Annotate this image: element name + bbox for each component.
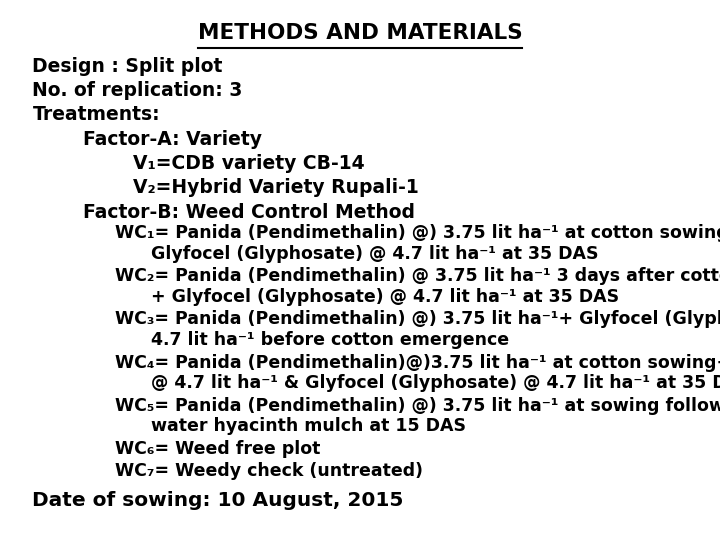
Text: No. of replication: 3: No. of replication: 3 (32, 81, 243, 100)
Text: WC₃= Panida (Pendimethalin) @) 3.75 lit ha⁻¹+ Glyfocel (Glyphosate) @: WC₃= Panida (Pendimethalin) @) 3.75 lit … (115, 310, 720, 328)
Text: + Glyfocel (Glyphosate) @ 4.7 lit ha⁻¹ at 35 DAS: + Glyfocel (Glyphosate) @ 4.7 lit ha⁻¹ a… (151, 288, 619, 306)
Text: WC₄= Panida (Pendimethalin)@)3.75 lit ha⁻¹ at cotton sowing+ Paraquat: WC₄= Panida (Pendimethalin)@)3.75 lit ha… (115, 354, 720, 372)
Text: 4.7 lit ha⁻¹ before cotton emergence: 4.7 lit ha⁻¹ before cotton emergence (151, 331, 509, 349)
Text: Factor-A: Variety: Factor-A: Variety (83, 130, 262, 148)
Text: V₂=Hybrid Variety Rupali-1: V₂=Hybrid Variety Rupali-1 (133, 178, 419, 197)
Text: WC₂= Panida (Pendimethalin) @ 3.75 lit ha⁻¹ 3 days after cotton sowing: WC₂= Panida (Pendimethalin) @ 3.75 lit h… (115, 267, 720, 285)
Text: Factor-B: Weed Control Method: Factor-B: Weed Control Method (83, 202, 415, 221)
Text: water hyacinth mulch at 15 DAS: water hyacinth mulch at 15 DAS (151, 417, 467, 435)
Text: Design : Split plot: Design : Split plot (32, 57, 222, 76)
Text: WC₇= Weedy check (untreated): WC₇= Weedy check (untreated) (115, 462, 423, 480)
Text: Glyfocel (Glyphosate) @ 4.7 lit ha⁻¹ at 35 DAS: Glyfocel (Glyphosate) @ 4.7 lit ha⁻¹ at … (151, 245, 599, 262)
Text: METHODS AND MATERIALS: METHODS AND MATERIALS (197, 23, 523, 43)
Text: WC₆= Weed free plot: WC₆= Weed free plot (115, 440, 320, 458)
Text: WC₁= Panida (Pendimethalin) @) 3.75 lit ha⁻¹ at cotton sowing+: WC₁= Panida (Pendimethalin) @) 3.75 lit … (115, 224, 720, 242)
Text: Treatments:: Treatments: (32, 105, 160, 124)
Text: V₁=CDB variety CB-14: V₁=CDB variety CB-14 (133, 154, 365, 173)
Text: @ 4.7 lit ha⁻¹ & Glyfocel (Glyphosate) @ 4.7 lit ha⁻¹ at 35 DAS: @ 4.7 lit ha⁻¹ & Glyfocel (Glyphosate) @… (151, 374, 720, 392)
Text: WC₅= Panida (Pendimethalin) @) 3.75 lit ha⁻¹ at sowing followed by: WC₅= Panida (Pendimethalin) @) 3.75 lit … (115, 397, 720, 415)
Text: Date of sowing: 10 August, 2015: Date of sowing: 10 August, 2015 (32, 491, 404, 510)
